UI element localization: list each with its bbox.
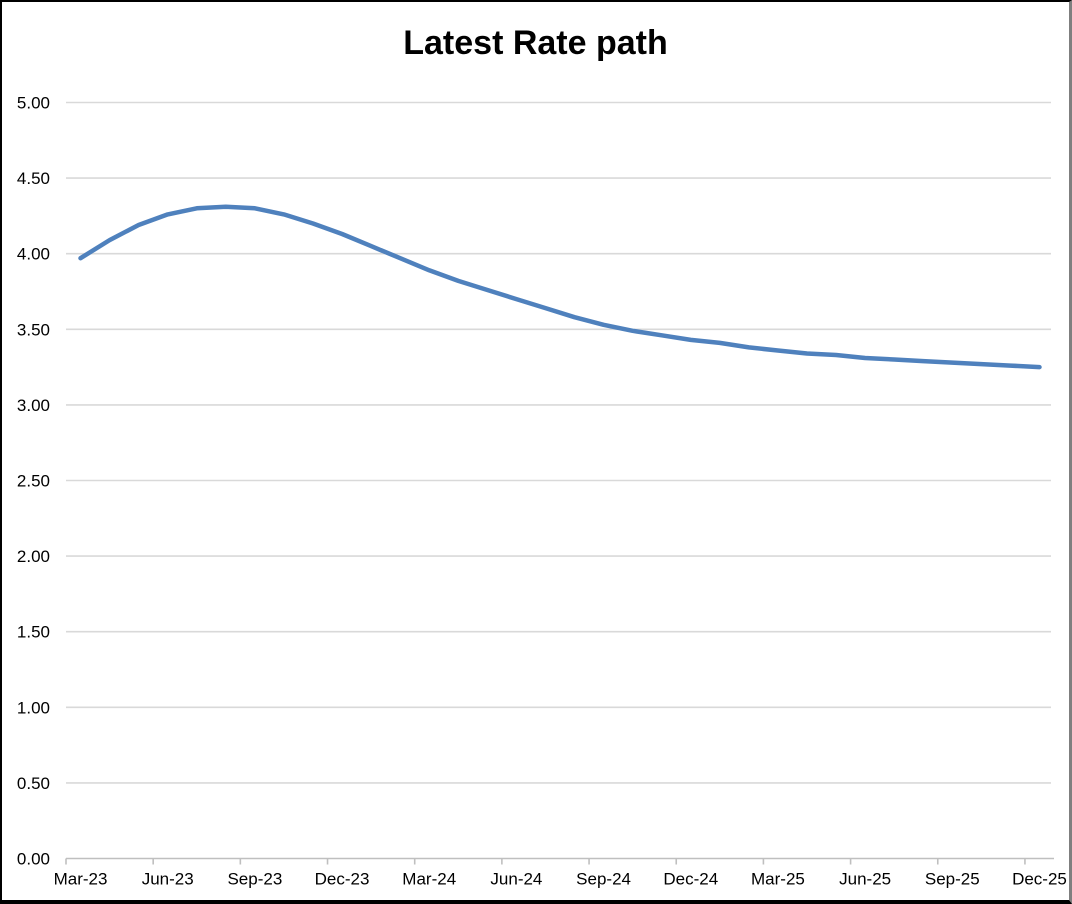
x-axis-label: Sep-24	[576, 870, 631, 889]
x-axis-label: Jun-23	[142, 870, 194, 889]
gridlines	[66, 101, 1051, 784]
x-axis	[65, 857, 1054, 865]
y-axis-label: 3.00	[17, 396, 50, 415]
y-axis-label: 2.00	[17, 547, 50, 566]
x-axis-label: Dec-24	[663, 870, 718, 889]
x-axis-label: Dec-23	[315, 870, 370, 889]
x-axis-label: Mar-24	[402, 870, 456, 889]
y-axis-label: 1.00	[17, 698, 50, 717]
y-axis-labels: 0.00 0.50 1.00 1.50 2.00 2.50 3.00 3.50 4.00 4.50…	[17, 94, 50, 869]
x-axis-label: Mar-23	[54, 870, 108, 889]
y-axis-label: 1.50	[17, 623, 50, 642]
x-axis-label: Mar-25	[751, 870, 805, 889]
y-axis-label: 2.50	[17, 472, 50, 491]
y-axis-label: 4.50	[17, 169, 50, 188]
x-axis-label: Sep-23	[227, 870, 282, 889]
x-axis-label: Jun-24	[490, 870, 542, 889]
x-axis-label: Jun-25	[839, 870, 891, 889]
rate-line-series	[78, 204, 1042, 370]
y-axis-label: 5.00	[17, 94, 50, 113]
x-axis-label: Dec-25	[1012, 870, 1067, 889]
y-axis-label: 0.50	[17, 774, 50, 793]
chart-title: Latest Rate path	[403, 24, 668, 62]
y-axis-label: 3.50	[17, 320, 50, 339]
y-axis-label: 4.00	[17, 245, 50, 264]
x-axis-labels: Mar-23 Jun-23 Sep-23 Dec-23 Mar-24 Jun-24 Sep-…	[54, 870, 1067, 889]
y-axis-label: 0.00	[17, 850, 50, 869]
x-axis-label: Sep-25	[925, 870, 980, 889]
rate-path-line	[78, 204, 1042, 370]
